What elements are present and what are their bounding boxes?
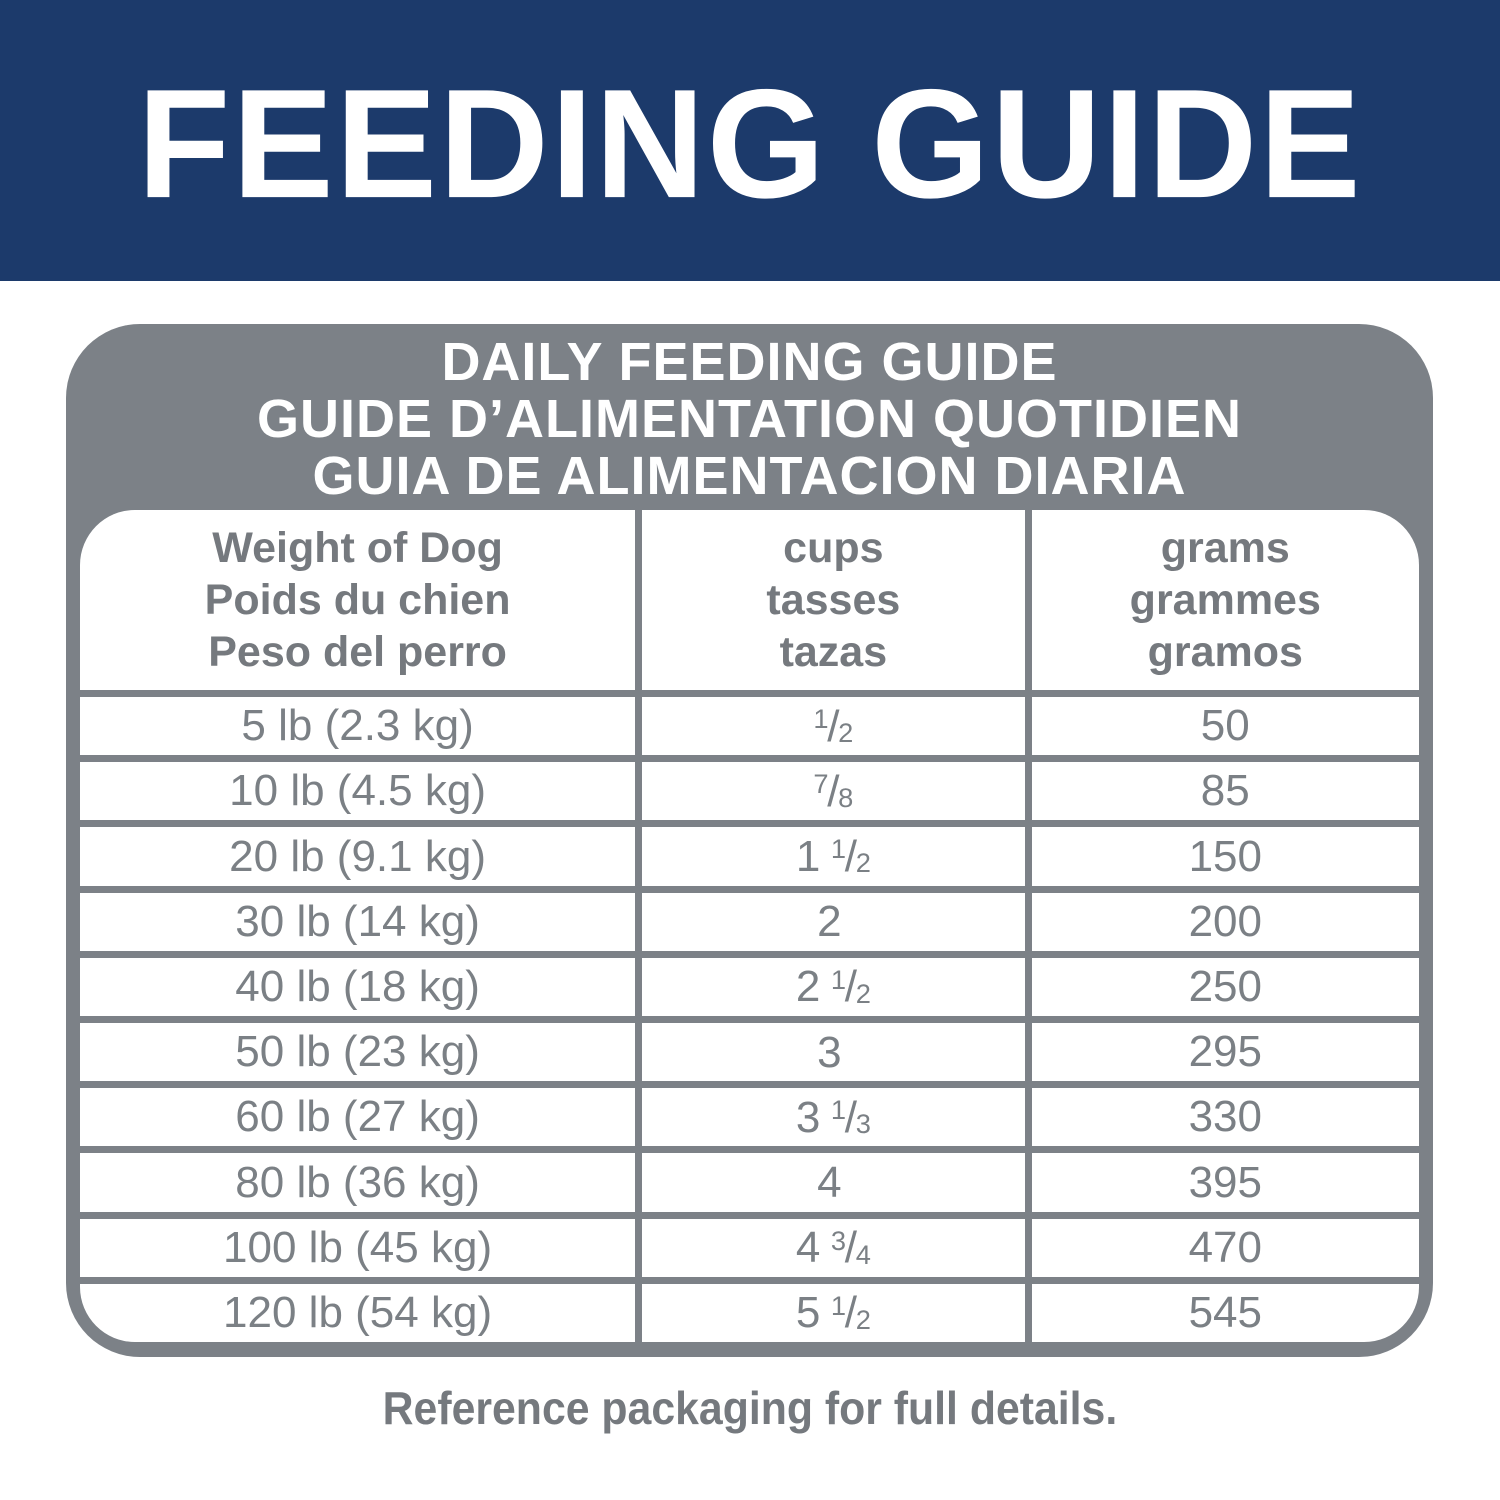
weight-cell: 100 lb (45 kg) <box>80 1218 636 1277</box>
table-row: 40 lb (18 kg) 2 1/2 250 <box>80 957 1419 1017</box>
cups-cell: 3 1/3 <box>642 1088 1025 1147</box>
col-header-weight-fr: Poids du chien <box>204 576 511 624</box>
cups-cell: 3 <box>642 1023 1025 1082</box>
weight-cell: 30 lb (14 kg) <box>80 892 636 951</box>
feeding-table: Weight of Dog Poids du chien Peso del pe… <box>80 510 1419 1342</box>
cups-cell: 4 <box>642 1153 1025 1212</box>
col-header-weight: Weight of Dog Poids du chien Peso del pe… <box>80 510 636 690</box>
grams-cell: 150 <box>1031 827 1419 886</box>
table-row: 5 lb (2.3 kg) 1/2 50 <box>80 697 1419 756</box>
cups-cell: 1/2 <box>642 697 1025 756</box>
table-row: 30 lb (14 kg) 2 200 <box>80 892 1419 951</box>
daily-feeding-guide-panel: DAILY FEEDING GUIDE GUIDE D’ALIMENTATION… <box>66 324 1433 1357</box>
col-header-weight-es: Peso del perro <box>208 628 507 676</box>
col-header-grams-fr: grammes <box>1129 576 1321 624</box>
col-header-cups-fr: tasses <box>766 576 901 624</box>
table-row: 80 lb (36 kg) 4 395 <box>80 1153 1419 1212</box>
weight-cell: 5 lb (2.3 kg) <box>80 697 636 756</box>
col-header-cups-es: tazas <box>779 628 888 676</box>
col-header-cups: cups tasses tazas <box>642 510 1025 690</box>
table-row: 60 lb (27 kg) 3 1/3 330 <box>80 1088 1419 1147</box>
panel-heading-line-fr: GUIDE D’ALIMENTATION QUOTIDIEN <box>257 389 1242 449</box>
weight-cell: 120 lb (54 kg) <box>80 1283 636 1342</box>
weight-cell: 80 lb (36 kg) <box>80 1153 636 1212</box>
table-header-row: Weight of Dog Poids du chien Peso del pe… <box>80 510 1419 690</box>
weight-cell: 40 lb (18 kg) <box>80 957 636 1017</box>
feeding-guide-banner: FEEDING GUIDE <box>0 0 1500 281</box>
grams-cell: 330 <box>1031 1088 1419 1147</box>
banner-title: FEEDING GUIDE <box>137 56 1363 231</box>
weight-cell: 60 lb (27 kg) <box>80 1088 636 1147</box>
table-row: 20 lb (9.1 kg) 1 1/2 150 <box>80 827 1419 886</box>
cups-cell: 4 3/4 <box>642 1218 1025 1277</box>
cups-cell: 1 1/2 <box>642 827 1025 886</box>
table-row: 50 lb (23 kg) 3 295 <box>80 1023 1419 1082</box>
col-header-cups-en: cups <box>783 524 884 572</box>
footer-note: Reference packaging for full details. <box>382 1382 1118 1434</box>
cups-cell: 5 1/2 <box>642 1283 1025 1342</box>
grams-cell: 85 <box>1031 762 1419 821</box>
cups-cell: 7/8 <box>642 762 1025 821</box>
cups-cell: 2 1/2 <box>642 957 1025 1017</box>
weight-cell: 50 lb (23 kg) <box>80 1023 636 1082</box>
table-row: 100 lb (45 kg) 4 3/4 470 <box>80 1218 1419 1277</box>
footer: Reference packaging for full details. <box>0 1381 1500 1435</box>
grams-cell: 50 <box>1031 697 1419 756</box>
grams-cell: 250 <box>1031 957 1419 1017</box>
weight-cell: 20 lb (9.1 kg) <box>80 827 636 886</box>
grams-cell: 470 <box>1031 1218 1419 1277</box>
panel-heading-line-en: DAILY FEEDING GUIDE <box>441 332 1058 392</box>
grams-cell: 395 <box>1031 1153 1419 1212</box>
col-header-weight-en: Weight of Dog <box>212 524 503 572</box>
grams-cell: 200 <box>1031 892 1419 951</box>
grams-cell: 295 <box>1031 1023 1419 1082</box>
cups-cell: 2 <box>642 892 1025 951</box>
table-row: 120 lb (54 kg) 5 1/2 545 <box>80 1283 1419 1342</box>
table-row: 10 lb (4.5 kg) 7/8 85 <box>80 762 1419 821</box>
weight-cell: 10 lb (4.5 kg) <box>80 762 636 821</box>
panel-heading-line-es: GUIA DE ALIMENTACION DIARIA <box>312 446 1187 506</box>
col-header-grams: grams grammes gramos <box>1031 510 1419 690</box>
grams-cell: 545 <box>1031 1283 1419 1342</box>
col-header-grams-en: grams <box>1160 524 1290 572</box>
panel-heading: DAILY FEEDING GUIDE GUIDE D’ALIMENTATION… <box>66 334 1433 505</box>
col-header-grams-es: gramos <box>1147 628 1303 676</box>
